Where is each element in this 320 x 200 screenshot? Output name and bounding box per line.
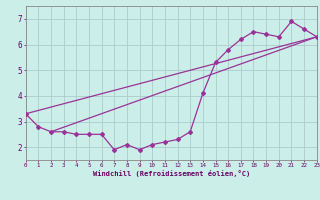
X-axis label: Windchill (Refroidissement éolien,°C): Windchill (Refroidissement éolien,°C) (92, 170, 250, 177)
